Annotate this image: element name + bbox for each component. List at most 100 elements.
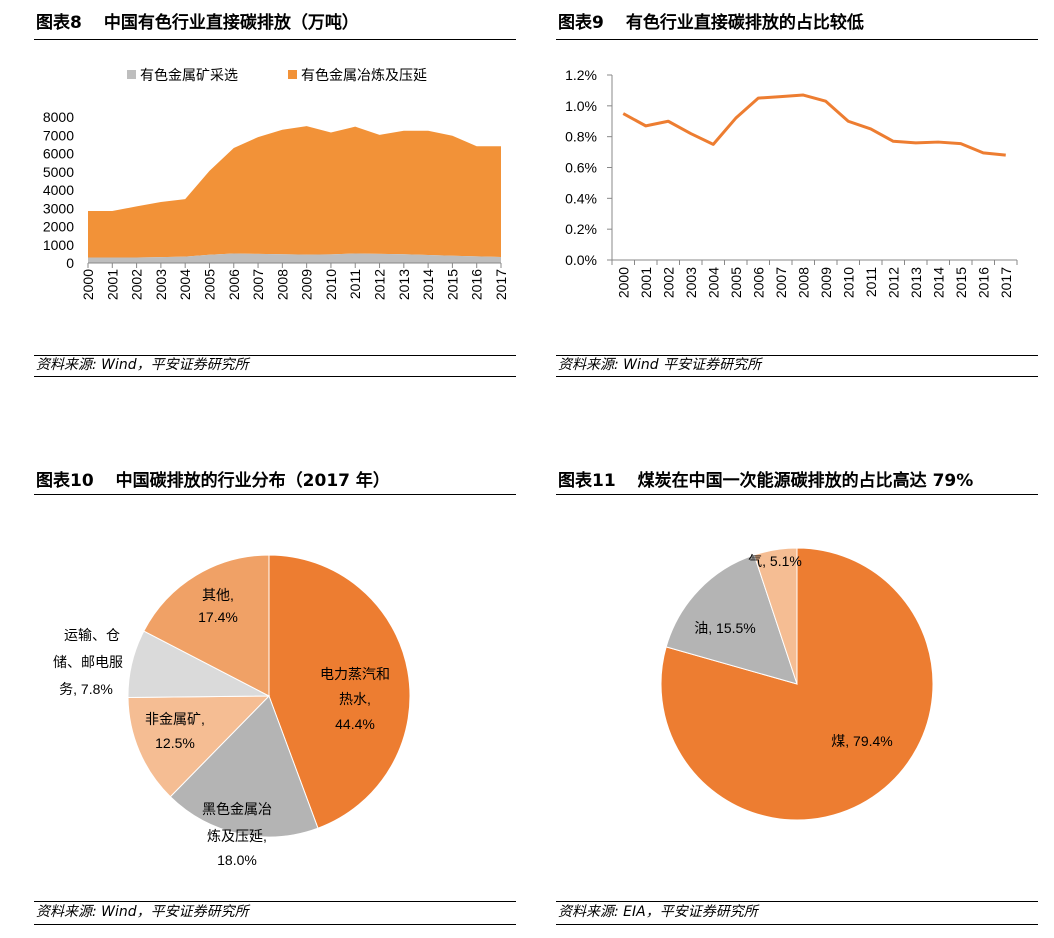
chart9-x-tick: 2013	[908, 267, 924, 298]
chart8-area-smelting	[88, 126, 501, 258]
chart10-slice-label: 44.4%	[335, 716, 375, 732]
chart10-slice-label: 非金属矿,	[145, 711, 205, 727]
chart10-slice-label: 黑色金属冶	[202, 801, 272, 817]
chart9-x-tick: 2009	[818, 267, 834, 298]
chart10-slice-label: 炼及压延,	[207, 828, 267, 844]
chart8-y-tick: 6000	[43, 146, 74, 162]
chart8-x-tick: 2007	[250, 269, 266, 300]
chart8-legend-swatch-smelting	[288, 70, 297, 79]
chart9-y-tick: 0.8%	[565, 129, 597, 145]
chart8-x-tick: 2003	[153, 269, 169, 300]
chart11-slice-label: 油, 15.5%	[694, 620, 755, 636]
chart9-x-tick: 2012	[885, 267, 901, 298]
chart9-x-tick: 2016	[975, 267, 991, 298]
chart10-slice-label: 热水,	[339, 691, 371, 707]
chart8-x-tick: 2000	[80, 269, 96, 300]
chart10-slice-label: 务, 7.8%	[59, 681, 113, 697]
chart9-x-tick: 2015	[953, 267, 969, 298]
chart11-slice-label: 煤, 79.4%	[831, 733, 892, 749]
chart10-slice	[143, 554, 270, 697]
chart11-number: 图表11	[558, 471, 616, 491]
chart9-x-tick: 2007	[773, 267, 789, 298]
chart8-number: 图表8	[36, 13, 82, 33]
chart8-x-tick: 2001	[104, 269, 120, 300]
chart8-y-tick: 2000	[43, 219, 74, 235]
chart8-legend-swatch-mining	[127, 70, 136, 79]
chart10-slice	[169, 695, 319, 838]
chart8-bottom-rule	[34, 376, 516, 377]
chart10-title-rule	[34, 494, 516, 495]
chart9-y-tick: 0.2%	[565, 221, 597, 237]
chart10-slice-label: 17.4%	[198, 609, 238, 625]
chart9-source: 资料来源: Wind 平安证券研究所	[558, 357, 762, 373]
chart9-x-tick: 2000	[615, 267, 631, 298]
chart9-y-tick: 0.4%	[565, 190, 597, 206]
chart9-y-tick: 0.0%	[565, 252, 597, 268]
chart8-title-text: 中国有色行业直接碳排放（万吨）	[103, 13, 359, 33]
chart10-slice-label: 电力蒸汽和	[320, 666, 390, 682]
chart8-y-tick: 3000	[43, 200, 74, 216]
chart9-x-tick: 2003	[683, 267, 699, 298]
chart11-slice-label: 气, 5.1%	[748, 553, 802, 569]
chart10-source-rule	[34, 901, 516, 902]
chart11-source: 资料来源: EIA，平安证券研究所	[558, 904, 758, 920]
chart9-x-tick: 2011	[863, 267, 879, 297]
chart10-slice-label: 储、邮电服	[53, 654, 123, 670]
chart8-x-tick: 2011	[347, 269, 363, 299]
chart11-slice	[753, 547, 798, 685]
chart9-y-tick: 0.6%	[565, 160, 597, 176]
chart9-x-tick: 2004	[705, 267, 721, 298]
chart8-x-tick: 2013	[396, 269, 412, 300]
chart9-line-series	[622, 93, 1006, 157]
chart11-title: 图表11 煤炭在中国一次能源碳排放的占比高达 79%	[558, 470, 973, 492]
chart8-x-tick: 2014	[420, 269, 436, 300]
chart8-x-tick: 2010	[323, 269, 339, 300]
chart10-slice-label: 12.5%	[155, 735, 195, 751]
chart11-slice	[665, 554, 798, 685]
chart11-bottom-rule	[556, 924, 1038, 925]
chart8-x-tick: 2017	[493, 269, 509, 300]
chart9-x-tick: 2005	[728, 267, 744, 298]
chart9-x-tick: 2017	[998, 267, 1014, 298]
chart8-source: 资料来源: Wind，平安证券研究所	[36, 357, 249, 373]
chart8-title-rule	[34, 39, 516, 40]
chart10-slice	[127, 695, 271, 798]
chart10-title-text: 中国碳排放的行业分布（2017 年）	[115, 471, 390, 491]
chart8-x-tick: 2016	[469, 269, 485, 300]
chart8-y-tick: 1000	[43, 237, 74, 253]
chart9-y-tick: 1.2%	[565, 67, 597, 83]
chart10-slice	[268, 554, 411, 829]
chart9-y-tick: 1.0%	[565, 98, 597, 114]
chart9-title: 图表9 有色行业直接碳排放的占比较低	[558, 12, 864, 34]
chart9-title-rule	[556, 39, 1038, 40]
chart10-title: 图表10 中国碳排放的行业分布（2017 年）	[36, 470, 390, 492]
chart10-source: 资料来源: Wind，平安证券研究所	[36, 904, 249, 920]
chart8-source-rule	[34, 355, 516, 356]
chart8-x-tick: 2002	[129, 269, 145, 300]
chart8-y-tick: 7000	[43, 127, 74, 143]
chart9-x-tick: 2014	[930, 267, 946, 298]
chart8-x-tick: 2009	[299, 269, 315, 300]
chart8-legend-mining: 有色金属矿采选	[140, 67, 238, 83]
chart8-x-tick: 2015	[444, 269, 460, 300]
chart8-area-mining	[88, 253, 501, 263]
chart9-title-text: 有色行业直接碳排放的占比较低	[625, 13, 864, 33]
chart8-y-tick: 5000	[43, 164, 74, 180]
chart9-bottom-rule	[556, 376, 1038, 377]
chart9-x-tick: 2001	[638, 267, 654, 298]
chart8-x-tick: 2008	[274, 269, 290, 300]
chart9-x-tick: 2002	[660, 267, 676, 298]
chart8-x-tick: 2005	[201, 269, 217, 300]
chart8-x-tick: 2004	[177, 269, 193, 300]
chart11-title-rule	[556, 494, 1038, 495]
chart9-source-rule	[556, 355, 1038, 356]
chart9-x-tick: 2008	[795, 267, 811, 298]
chart10-slice-label: 运输、仓	[64, 627, 120, 643]
chart8-legend-smelting: 有色金属冶炼及压延	[301, 67, 427, 83]
chart10-slice-label: 其他,	[202, 587, 234, 603]
chart9-x-tick: 2010	[840, 267, 856, 298]
chart9-x-tick: 2006	[750, 267, 766, 298]
chart8-y-tick: 0	[66, 255, 74, 271]
chart10-slice-label: 18.0%	[217, 852, 257, 868]
chart8-y-tick: 4000	[43, 182, 74, 198]
